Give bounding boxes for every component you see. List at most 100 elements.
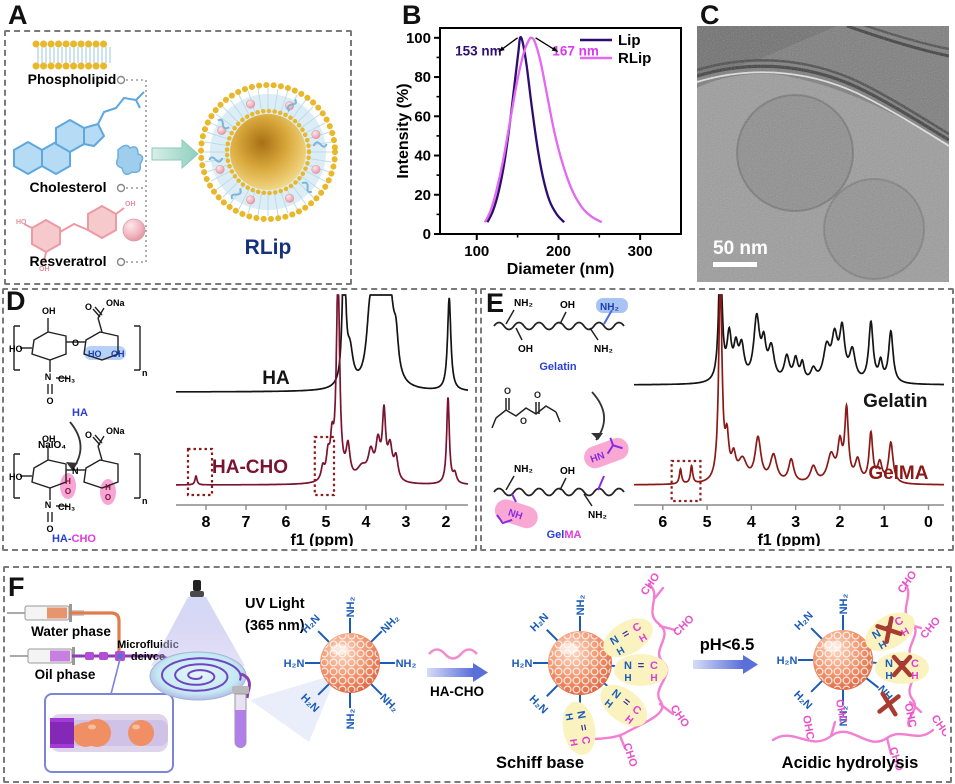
ha-cho-arrow-icon [427, 663, 488, 682]
svg-text:167 nm: 167 nm [552, 43, 599, 58]
svg-text:CH₃: CH₃ [58, 502, 75, 512]
scale-bar-label: 50 nm [713, 238, 768, 259]
nmr-highlight-box [186, 447, 214, 497]
svg-text:OH: OH [560, 300, 575, 311]
schiff-bond-group: N=CHH [603, 618, 653, 658]
panel-f-box [3, 566, 952, 783]
svg-text:HO: HO [88, 349, 102, 359]
amine-label: H₂N [284, 658, 305, 670]
ha-nmr-spectra-chart: 8 7 6 5 4 3 2 f1 (ppm) HA HA-CHO [176, 294, 468, 546]
amine-label: NH₂ [838, 706, 850, 727]
amine-label: NH₂ [345, 709, 357, 730]
svg-text:N: N [885, 658, 893, 670]
svg-text:NH₂: NH₂ [594, 344, 613, 355]
svg-text:CH₃: CH₃ [58, 374, 75, 384]
water-phase-label: Water phase [31, 624, 111, 639]
svg-text:N: N [574, 710, 587, 720]
svg-text:O: O [105, 493, 111, 502]
liposome-illustration [198, 82, 338, 222]
x-mark-icon [877, 691, 901, 717]
methacrylamide-group-icon: HN [584, 437, 629, 469]
liposome-assembly-diagram: Phospholipid Cholesterol HO OH OH Resver… [13, 40, 338, 273]
assembly-arrow-icon [151, 138, 199, 170]
svg-text:H: H [900, 626, 912, 639]
dls-size-distribution-chart: 100 200 300 0 20 40 60 80 100 Diameter (nm) Intens… [395, 27, 682, 278]
nmr-highlight-box [670, 459, 702, 503]
svg-text:NH₂: NH₂ [588, 510, 607, 521]
ha-cho-chain-icon [618, 586, 677, 750]
svg-text:OH: OH [518, 344, 533, 355]
svg-text:60: 60 [414, 108, 431, 125]
panel-b-label: B [402, 0, 422, 30]
panel-f-label: F [8, 572, 25, 602]
svg-text:3: 3 [791, 514, 800, 531]
panel-c-label: C [700, 0, 720, 30]
svg-text:H: H [885, 671, 892, 682]
cho-group-label: OHC [800, 714, 816, 740]
panel-a-label: A [8, 0, 28, 30]
nmr-highlight-box [313, 435, 336, 497]
cho-group-label: CHO [620, 742, 639, 769]
svg-text:H: H [650, 673, 657, 684]
svg-text:200: 200 [546, 243, 571, 260]
amine-label: NH₂ [377, 692, 400, 715]
schiff-base-label: Schiff base [496, 754, 584, 772]
resveratrol-in-bilayer-icon [246, 195, 256, 205]
amine-label: H₂N [512, 658, 533, 670]
ha-oxidation-scheme: OH ONa O HO O N CH₃ O n HO OH HA NaIO₄ O… [9, 298, 148, 544]
svg-text:=: = [638, 660, 644, 672]
svg-text:OH: OH [42, 306, 56, 316]
ha-cho-polymer-icon [428, 648, 478, 660]
water-tube [69, 611, 121, 654]
spectrum-label-gelatin: Gelatin [863, 391, 927, 412]
x-mark-icon [891, 654, 913, 678]
ha-cho-struct-label: HA-CHO [52, 533, 96, 544]
spectrum-label-ha: HA [262, 368, 290, 389]
svg-text:n: n [142, 496, 148, 506]
svg-text:H: H [562, 713, 574, 722]
connector-node-icon [116, 183, 126, 193]
uv-wavelength-label: (365 nm) [245, 618, 305, 634]
resveratrol-in-bilayer-icon [311, 164, 321, 174]
oil-syringe-icon [10, 647, 75, 665]
svg-text:4: 4 [747, 514, 756, 531]
gelma-structure: HN NH NH₂ OH NH₂ GelMA [493, 437, 629, 541]
svg-text:=: = [577, 723, 590, 731]
phospholipid-icon [32, 40, 114, 70]
uv-lamp-icon [190, 580, 204, 597]
ph-arrow-icon [693, 655, 758, 674]
resv-oh2-label: OH [125, 201, 136, 208]
svg-text:O: O [85, 302, 92, 312]
svg-text:N: N [45, 500, 52, 510]
cho-group-label: CHO [668, 703, 692, 730]
ha-struct-label: HA [72, 407, 88, 419]
anhydride-structure: O O O [491, 386, 561, 429]
svg-text:NH₂: NH₂ [514, 464, 533, 475]
acidic-hydrolysis-label: Acidic hydrolysis [782, 754, 919, 772]
svg-text:3: 3 [402, 514, 411, 531]
svg-text:2: 2 [835, 514, 844, 531]
svg-text:OH: OH [560, 466, 575, 477]
droplet-inset [44, 693, 174, 773]
svg-text:C: C [650, 660, 658, 672]
ha-cho-chain-icon [771, 728, 935, 743]
svg-text:O: O [46, 524, 53, 534]
gelatin-nmr-spectra-chart: 6 5 4 3 2 1 0 f1 (ppm) Gelatin GelMA [634, 294, 944, 546]
svg-text:153 nm: 153 nm [455, 43, 502, 58]
svg-text:20: 20 [414, 187, 431, 204]
svg-text:O: O [534, 390, 541, 400]
svg-text:1: 1 [880, 514, 889, 531]
tube-fitting-icon [85, 652, 94, 660]
svg-text:40: 40 [414, 148, 431, 165]
svg-text:f1 (ppm): f1 (ppm) [757, 532, 820, 546]
svg-text:8: 8 [202, 514, 211, 531]
gelatin-methacrylation-scheme: NH₂ OH OH NH₂ NH₂ Gelatin O O O HN [491, 298, 629, 541]
cholesterol-label: Cholesterol [29, 179, 106, 195]
spiral-chip-icon [149, 651, 247, 701]
cho-group-label: CHO [671, 613, 697, 639]
scale-bar [713, 262, 757, 267]
svg-text:H: H [105, 483, 111, 492]
amine-label: NH₂ [838, 594, 850, 615]
